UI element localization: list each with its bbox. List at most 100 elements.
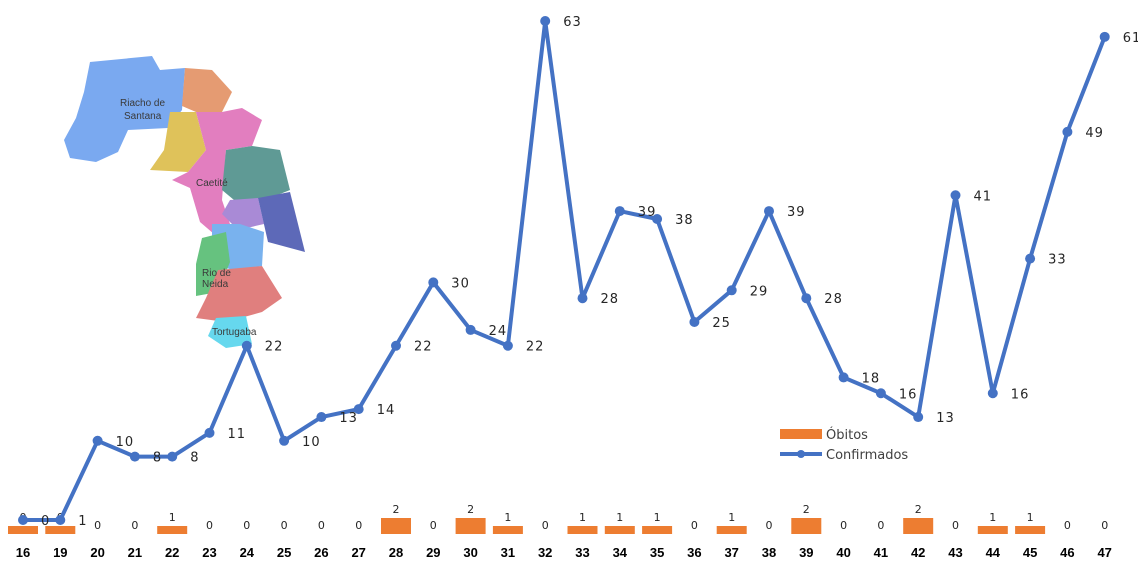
obitos-bar-label: 2 (803, 503, 810, 516)
obitos-bar-label: 0 (355, 519, 362, 532)
obitos-bar (45, 526, 76, 534)
legend-obitos-label: Óbitos (826, 427, 868, 443)
map-label-neida: Neida (202, 279, 229, 290)
obitos-bar-label: 1 (654, 511, 661, 524)
obitos-bar (8, 526, 38, 534)
confirmados-point-label: 41 (974, 189, 993, 204)
x-axis-tick-label: 32 (538, 545, 552, 560)
x-axis-tick-label: 16 (16, 545, 30, 560)
map-region-orange (182, 68, 232, 112)
confirmados-point (726, 285, 737, 296)
confirmados-point-label: 39 (787, 205, 806, 220)
x-axis-tick-label: 21 (128, 545, 142, 560)
obitos-bar (1015, 526, 1046, 534)
confirmados-point-label: 13 (936, 411, 955, 426)
map-label-riacho-1: Riacho de (120, 98, 165, 109)
confirmados-point (279, 435, 290, 446)
map-label-rio-de: Rio de (202, 268, 231, 279)
region-map-illustration (64, 56, 305, 348)
confirmados-point (167, 451, 178, 462)
obitos-bar-label: 1 (579, 511, 586, 524)
x-axis-tick-label: 33 (575, 545, 589, 560)
obitos-bar-label: 1 (616, 511, 623, 524)
map-region-salmon (196, 266, 282, 322)
map-region-cyan (208, 316, 252, 348)
obitos-bar-label: 0 (877, 519, 884, 532)
obitos-bar-label: 0 (281, 519, 288, 532)
x-axis-tick-label: 30 (463, 545, 477, 560)
legend-confirmados-label: Confirmados (826, 448, 908, 463)
obitos-bar (716, 526, 747, 534)
obitos-bar (791, 518, 822, 534)
x-axis-tick-label: 19 (53, 545, 67, 560)
confirmados-point (241, 340, 252, 351)
confirmados-point (204, 427, 215, 438)
confirmados-points-group (18, 16, 1110, 525)
confirmados-point (764, 206, 774, 217)
legend-obitos-swatch (780, 429, 822, 439)
confirmados-point (875, 388, 886, 399)
x-axis-tick-label: 44 (986, 545, 1001, 560)
confirmados-point (838, 372, 849, 383)
confirmados-point-label: 10 (302, 435, 321, 450)
x-axis-tick-label: 43 (948, 545, 962, 560)
confirmados-point-label: 24 (489, 324, 508, 339)
obitos-bar (977, 526, 1008, 534)
confirmados-point-label: 33 (1048, 253, 1067, 268)
x-axis-tick-label: 25 (277, 545, 291, 560)
obitos-bar-label: 1 (728, 511, 735, 524)
obitos-bar-label: 1 (1027, 511, 1034, 524)
confirmados-point (652, 214, 663, 225)
confirmados-point-label: 22 (414, 340, 433, 355)
x-axis-tick-label: 26 (314, 545, 328, 560)
confirmados-point (428, 277, 439, 288)
confirmados-point (614, 206, 625, 217)
obitos-bar-label: 0 (1101, 519, 1108, 532)
confirmados-point-label: 22 (526, 340, 545, 355)
x-axis-tick-label: 41 (874, 545, 888, 560)
map-label-tortugaba: Tortugaba (212, 327, 257, 338)
map-label-caetite: Caetité (196, 178, 228, 189)
legend-confirmados-marker (797, 450, 805, 458)
obitos-bar-label: 0 (766, 519, 773, 532)
x-axis-tick-label: 22 (165, 545, 179, 560)
obitos-bar-label: 0 (206, 519, 213, 532)
confirmados-point-label: 13 (339, 411, 358, 426)
confirmados-point (1062, 126, 1073, 137)
confirmados-point (502, 340, 513, 351)
obitos-bar-label: 0 (542, 519, 549, 532)
confirmados-point-label: 11 (228, 427, 247, 442)
obitos-bar (567, 526, 598, 534)
x-axis-tick-label: 31 (501, 545, 515, 560)
map-region-pink (172, 108, 262, 234)
confirmados-point-label: 29 (750, 284, 769, 299)
x-axis-tick-label: 35 (650, 545, 664, 560)
confirmados-point-label: 14 (377, 403, 396, 418)
confirmados-point-label: 30 (451, 276, 470, 291)
obitos-bar-label: 0 (691, 519, 698, 532)
legend: Óbitos Confirmados (780, 427, 908, 463)
obitos-bar-label: 2 (467, 503, 474, 516)
map-region-blue (64, 56, 185, 162)
confirmados-point (92, 435, 103, 446)
confirmados-point (950, 190, 961, 201)
confirmados-point-label: 16 (899, 387, 918, 402)
confirmados-point-label: 8 (190, 451, 199, 466)
confirmados-point-label: 38 (675, 213, 694, 228)
x-axis-tick-label: 39 (799, 545, 813, 560)
obitos-bar-label: 0 (430, 519, 437, 532)
obitos-bar-label: 2 (915, 503, 922, 516)
obitos-bar (455, 518, 486, 534)
obitos-bar (642, 526, 673, 534)
confirmados-point-label: 25 (712, 316, 731, 331)
x-axis-tick-label: 24 (240, 545, 255, 560)
confirmados-point-label: 16 (1011, 387, 1030, 402)
x-axis-tick-label: 23 (202, 545, 216, 560)
confirmados-point-label: 0 (41, 514, 50, 529)
x-axis-tick-label: 29 (426, 545, 440, 560)
confirmados-point (689, 316, 700, 327)
obitos-bars-group (8, 518, 1046, 534)
obitos-bar-label: 0 (131, 519, 138, 532)
